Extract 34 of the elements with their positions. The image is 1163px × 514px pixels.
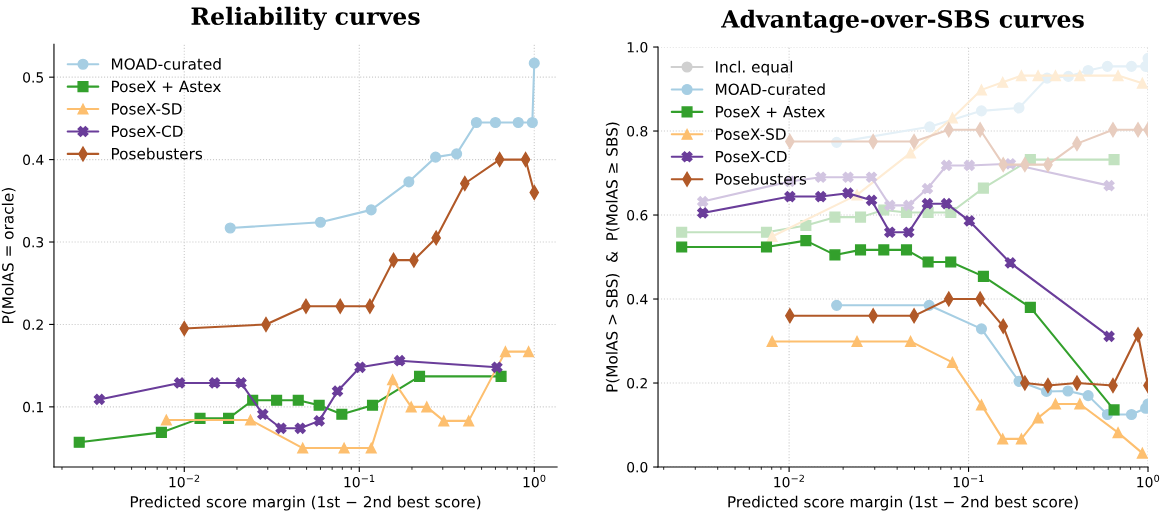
x-tick-label: 10$^{−2}$ — [774, 474, 804, 488]
y-tick-label: 0.4 — [627, 293, 648, 305]
y-tick-label: 0.0 — [627, 461, 648, 473]
legend-label: MOAD-curated — [716, 83, 825, 96]
legend-label: PoseX-SD — [111, 103, 182, 115]
x-tick-label: 10$^{−2}$ — [169, 474, 200, 488]
legend-label: PoseX-CD — [111, 125, 183, 138]
legend-label: PoseX + Astex — [111, 80, 221, 93]
y-tick-label: 0.6 — [627, 210, 648, 221]
legend-label: Incl. equal — [716, 60, 793, 76]
x-tick-label: 10$^{0}$ — [523, 474, 546, 488]
legend-label: PoseX-CD — [716, 150, 787, 163]
legend-label: PoseX-SD — [716, 128, 786, 140]
chart-title: Advantage-over-SBS curves — [721, 9, 1084, 33]
legend-label: Posebusters — [111, 147, 203, 160]
y-tick-label: 0.5 — [23, 72, 44, 83]
y-tick-label: 0.1 — [23, 401, 43, 413]
x-axis-title: Predicted score margin (1st − 2nd best score) — [728, 495, 1078, 511]
legend-label: Posebusters — [716, 172, 807, 185]
x-tick-label: 10$^{−1}$ — [953, 474, 984, 488]
y-tick-label: 0.2 — [627, 377, 647, 389]
y-tick-label: 0.2 — [23, 319, 43, 330]
legend-label: MOAD-curated — [111, 57, 221, 70]
y-tick-label: 0.3 — [23, 236, 44, 248]
x-axis-title: Predicted score margin (1st − 2nd best score) — [130, 495, 481, 511]
x-tick-label: 10$^{−1}$ — [344, 474, 375, 488]
y-axis-title: P(MolAS > SBS) & P(MolAS ≥ SBS) — [605, 122, 620, 392]
y-axis-title: P(MolAS = oracle) — [1, 188, 16, 323]
chart-title: Reliability curves — [191, 6, 420, 31]
y-tick-label: 0.8 — [627, 126, 648, 137]
x-tick-label: 10$^{0}$ — [1137, 474, 1160, 488]
y-tick-label: 0.4 — [23, 154, 44, 166]
y-tick-label: 1.0 — [627, 42, 648, 53]
legend-label: PoseX + Astex — [716, 106, 825, 118]
